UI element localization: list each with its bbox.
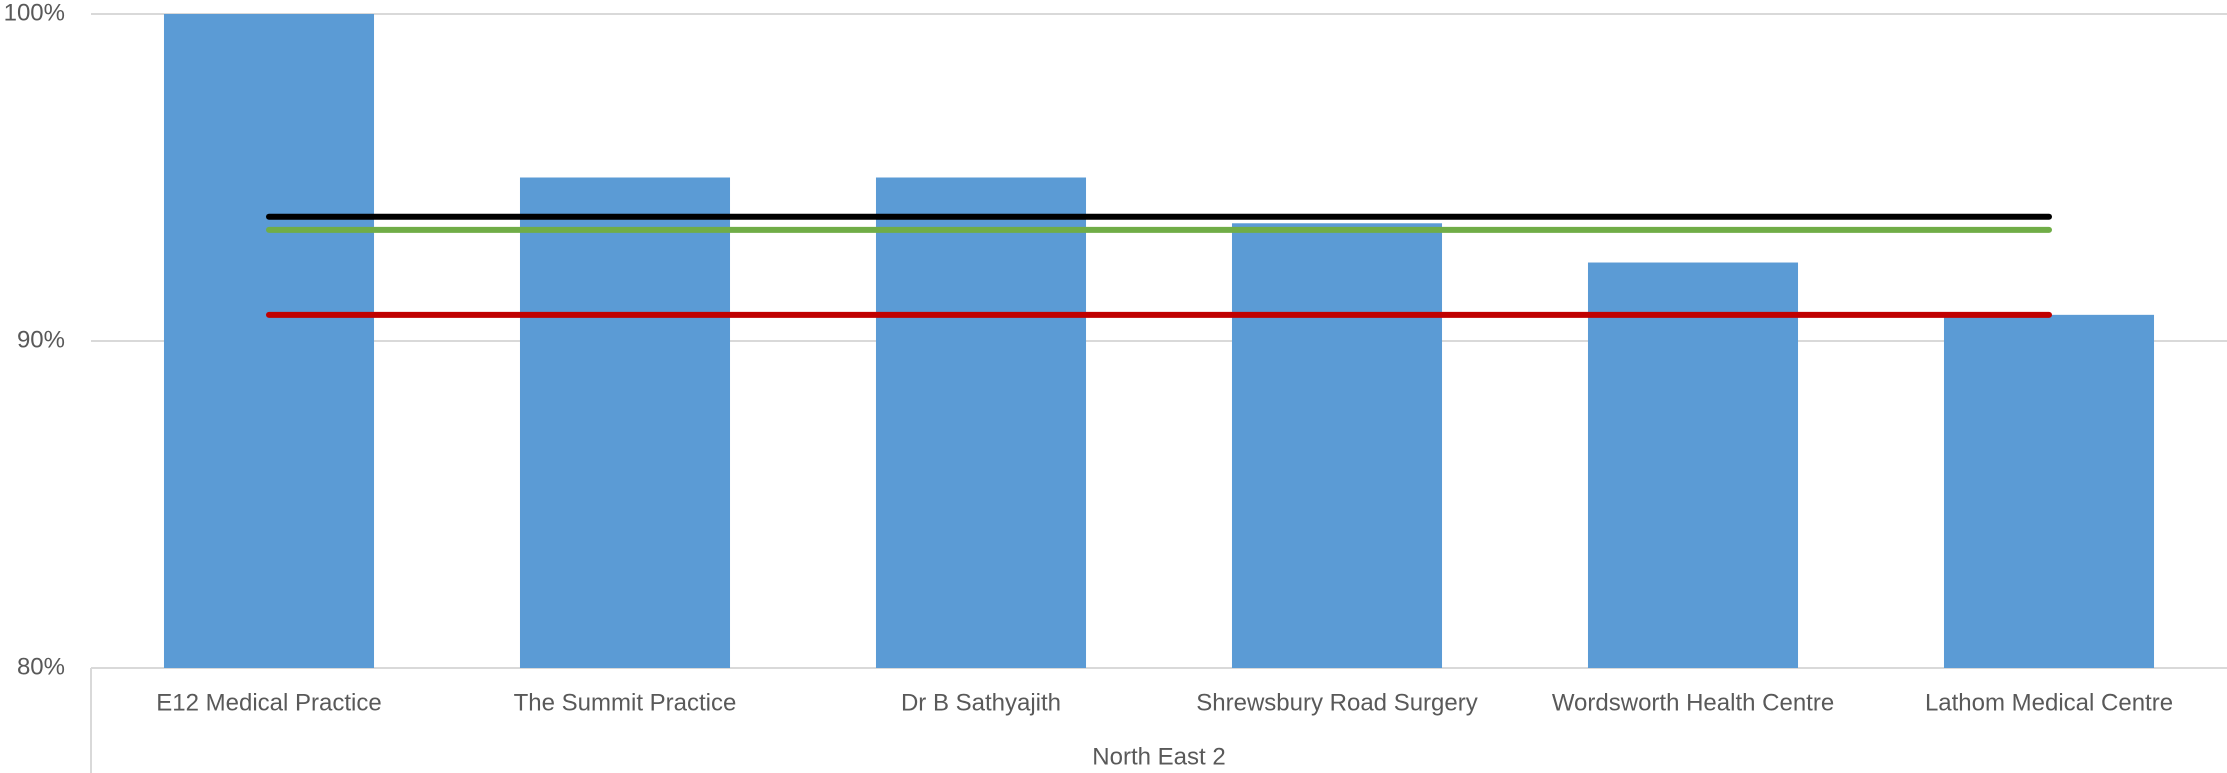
bar: [875, 177, 1087, 668]
x-tick-label: Shrewsbury Road Surgery: [1196, 689, 1477, 716]
y-tick-label: 80%: [17, 653, 65, 680]
x-tick-label: E12 Medical Practice: [156, 689, 381, 716]
x-tick-label: Dr B Sathyajith: [901, 689, 1061, 716]
bar: [1587, 262, 1799, 668]
bar: [519, 177, 731, 668]
y-tick-label: 100%: [4, 0, 65, 26]
group-label: North East 2: [1092, 743, 1225, 770]
y-tick-label: 90%: [17, 326, 65, 353]
bar: [163, 14, 375, 668]
x-tick-label: Wordsworth Health Centre: [1552, 689, 1834, 716]
bar: [1231, 223, 1443, 668]
bar: [1943, 314, 2155, 668]
x-tick-label: The Summit Practice: [514, 689, 737, 716]
x-tick-label: Lathom Medical Centre: [1925, 689, 2173, 716]
